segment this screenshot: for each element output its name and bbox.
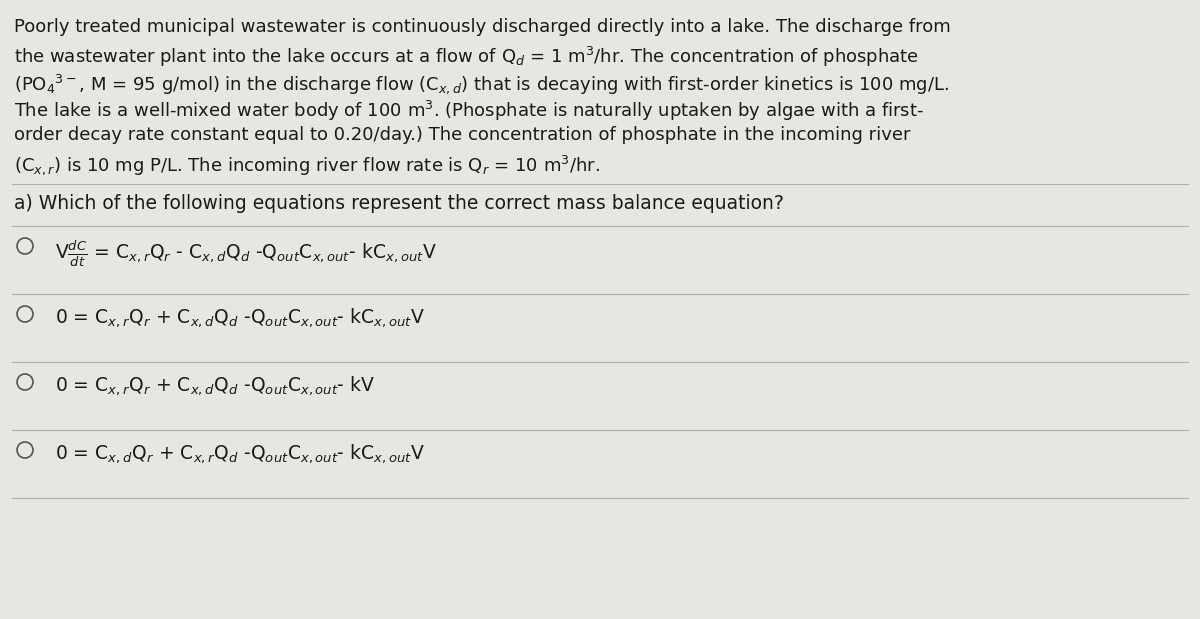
Text: 0 = C$_{x,r}$Q$_r$ + C$_{x,d}$Q$_d$ -Q$_{out}$C$_{x,out}$- kV: 0 = C$_{x,r}$Q$_r$ + C$_{x,d}$Q$_d$ -Q$_…: [55, 374, 376, 397]
Text: order decay rate constant equal to 0.20/day.) The concentration of phosphate in : order decay rate constant equal to 0.20/…: [14, 126, 911, 144]
Text: 0 = C$_{x,r}$Q$_r$ + C$_{x,d}$Q$_d$ -Q$_{out}$C$_{x,out}$- kC$_{x,out}$V: 0 = C$_{x,r}$Q$_r$ + C$_{x,d}$Q$_d$ -Q$_…: [55, 306, 425, 329]
Text: The lake is a well-mixed water body of 100 m$^3$. (Phosphate is naturally uptake: The lake is a well-mixed water body of 1…: [14, 99, 924, 123]
Text: 0 = C$_{x,d}$Q$_r$ + C$_{x,r}$Q$_d$ -Q$_{out}$C$_{x,out}$- kC$_{x,out}$V: 0 = C$_{x,d}$Q$_r$ + C$_{x,r}$Q$_d$ -Q$_…: [55, 442, 425, 465]
Text: Poorly treated municipal wastewater is continuously discharged directly into a l: Poorly treated municipal wastewater is c…: [14, 18, 950, 36]
Text: a) Which of the following equations represent the correct mass balance equation?: a) Which of the following equations repr…: [14, 194, 784, 213]
Text: (C$_{x,r}$) is 10 mg P/L. The incoming river flow rate is Q$_r$ = 10 m$^3$/hr.: (C$_{x,r}$) is 10 mg P/L. The incoming r…: [14, 153, 600, 176]
Text: (PO$_4$$^{3-}$, M = 95 g/mol) in the discharge flow (C$_{x,d}$) that is decaying: (PO$_4$$^{3-}$, M = 95 g/mol) in the dis…: [14, 72, 949, 96]
Text: V$\frac{dC}{dt}$ = C$_{x,r}$Q$_r$ - C$_{x,d}$Q$_d$ -Q$_{out}$C$_{x,out}$- kC$_{x: V$\frac{dC}{dt}$ = C$_{x,r}$Q$_r$ - C$_{…: [55, 238, 437, 269]
Text: the wastewater plant into the lake occurs at a flow of Q$_d$ = 1 m$^3$/hr. The c: the wastewater plant into the lake occur…: [14, 45, 919, 69]
